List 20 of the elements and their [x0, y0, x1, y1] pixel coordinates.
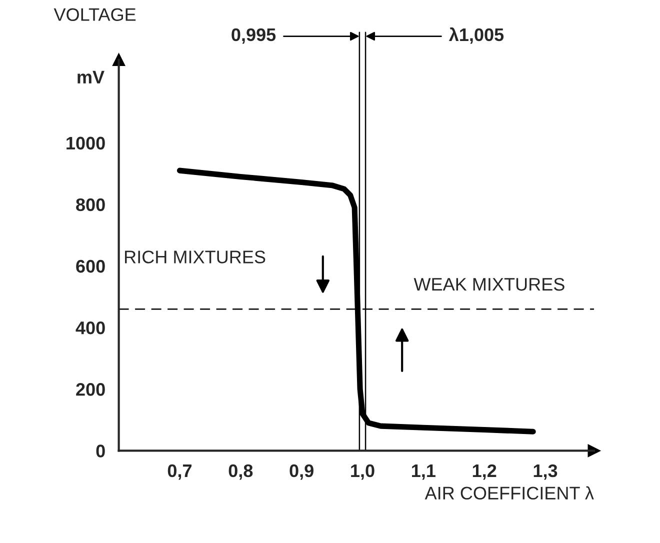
y-tick-label: 200: [76, 383, 105, 396]
x-tick-label: 1,0: [351, 464, 374, 480]
x-axis-title: AIR COEFFICIENT λ: [424, 486, 594, 500]
annotation: WEAK MIXTURES: [414, 278, 564, 291]
text: mV: [78, 70, 104, 84]
ref-line-label: 0,995: [232, 28, 276, 44]
y-tick-label: 400: [76, 321, 105, 334]
y-tick-label: 600: [76, 260, 105, 273]
ref-line-label: λ1,005: [448, 27, 504, 44]
x-tick-label: 0,8: [228, 464, 253, 480]
x-tick-label: 1,2: [472, 464, 496, 480]
y-axis-title: VOLTAGE: [54, 8, 136, 21]
y-tick-label: 800: [76, 198, 105, 212]
x-tick-label: 0,9: [290, 464, 314, 480]
x-tick-label: 0,7: [168, 464, 192, 480]
annotation: RICH MIXTURES: [125, 250, 266, 264]
x-tick-label: 1,1: [412, 464, 436, 480]
x-tick-label: 1,3: [534, 464, 558, 480]
y-tick-label: 0: [96, 444, 105, 458]
y-tick-label: 1000: [66, 136, 105, 150]
